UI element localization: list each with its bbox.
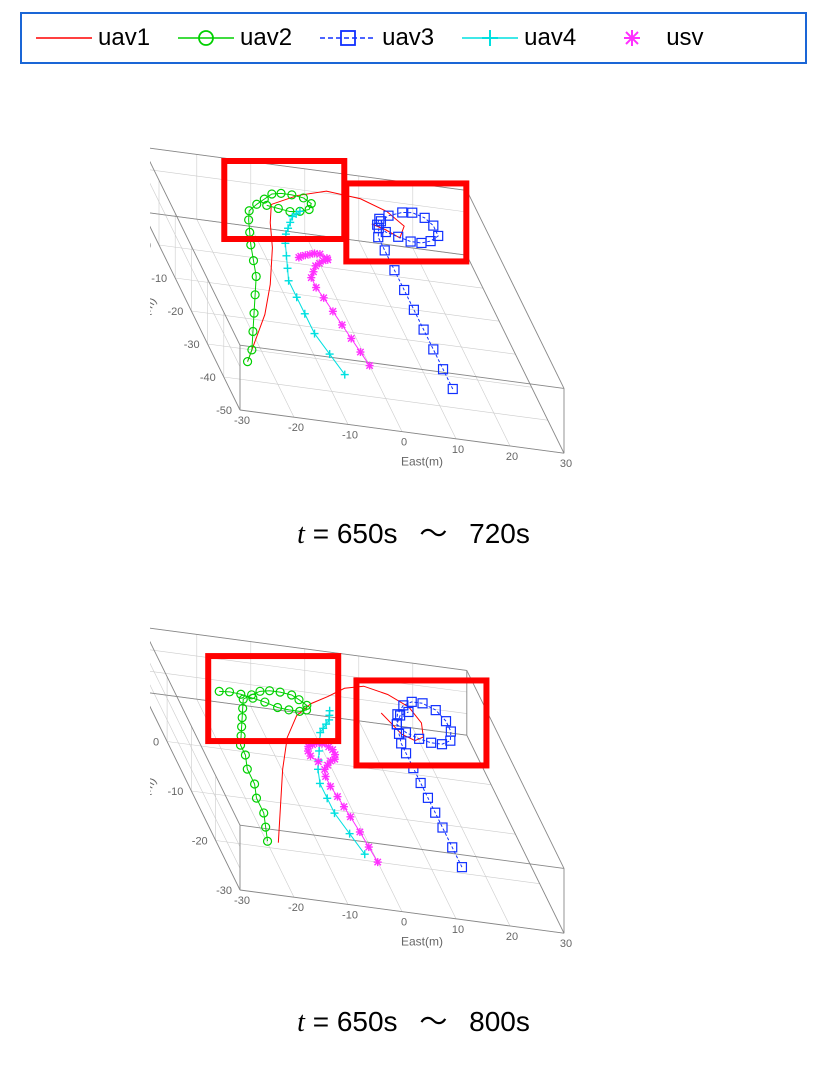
svg-text:0: 0: [150, 240, 151, 252]
legend-label-uav1: uav1: [98, 24, 150, 52]
highlight-box-0: [208, 656, 338, 741]
legend-marker-uav3: [320, 24, 376, 52]
svg-text:East(m): East(m): [401, 935, 443, 949]
svg-text:-40: -40: [200, 372, 216, 384]
caption-1-tilde: ～: [419, 512, 447, 552]
legend-item-uav2: uav2: [178, 24, 292, 52]
svg-text:0: 0: [401, 437, 407, 449]
caption-2-start: = 650s: [305, 1006, 405, 1037]
caption-1-start: = 650s: [305, 518, 405, 549]
caption-2-tilde: ～: [419, 1000, 447, 1040]
legend-marker-uav4: [462, 24, 518, 52]
svg-text:20: 20: [506, 931, 518, 943]
legend-marker-usv: [604, 24, 660, 52]
caption-2-var: t: [297, 1007, 305, 1038]
legend-item-uav1: uav1: [36, 24, 150, 52]
svg-text:0: 0: [401, 917, 407, 929]
caption-1-var: t: [297, 519, 305, 550]
series-line-uav2: [219, 691, 307, 842]
caption-1-end: 720s: [461, 518, 530, 549]
legend-item-usv: usv: [604, 24, 703, 52]
series-line-uav4: [285, 211, 344, 374]
plot2-svg: -30-20-100102030-30-20-10010051015East(m…: [150, 600, 690, 960]
svg-text:-20: -20: [167, 306, 183, 318]
svg-text:30: 30: [560, 938, 572, 950]
svg-text:-50: -50: [216, 405, 232, 417]
plot-1: -30-20-100102030-50-40-30-20-1001081015E…: [150, 120, 690, 480]
svg-text:-10: -10: [342, 429, 358, 441]
svg-text:10: 10: [452, 924, 464, 936]
svg-text:-20: -20: [288, 422, 304, 434]
legend-label-uav2: uav2: [240, 24, 292, 52]
svg-text:-20: -20: [192, 836, 208, 848]
svg-text:10: 10: [452, 444, 464, 456]
svg-text:-30: -30: [184, 339, 200, 351]
svg-text:20: 20: [506, 451, 518, 463]
svg-text:30: 30: [560, 458, 572, 470]
legend-item-uav4: uav4: [462, 24, 576, 52]
svg-text:-30: -30: [234, 415, 250, 427]
svg-text:-10: -10: [167, 786, 183, 798]
plot-2: -30-20-100102030-30-20-10010051015East(m…: [150, 600, 690, 960]
legend-label-usv: usv: [666, 24, 703, 52]
caption-2-end: 800s: [461, 1006, 530, 1037]
legend-marker-uav2: [178, 24, 234, 52]
svg-text:-30: -30: [216, 885, 232, 897]
svg-text:-10: -10: [342, 909, 358, 921]
highlight-box-1: [346, 183, 466, 261]
legend-label-uav4: uav4: [524, 24, 576, 52]
legend-label-uav3: uav3: [382, 24, 434, 52]
svg-text:-10: -10: [151, 273, 167, 285]
svg-text:-30: -30: [234, 895, 250, 907]
legend-marker-uav1: [36, 24, 92, 52]
page: uav1 uav2 uav3 uav4 usv -30 -20 -10 0 10 20 30 -5…: [0, 0, 827, 1065]
caption-2: t = 650s ～ 800s: [0, 1000, 827, 1040]
legend-box: uav1 uav2 uav3 uav4 usv: [20, 12, 807, 64]
svg-text:North(m): North(m): [150, 295, 159, 343]
svg-text:North(m): North(m): [150, 775, 159, 823]
legend-item-uav3: uav3: [320, 24, 434, 52]
svg-text:East(m): East(m): [401, 455, 443, 469]
svg-text:-20: -20: [288, 902, 304, 914]
plot1-svg: -30-20-100102030-50-40-30-20-1001081015E…: [150, 120, 690, 480]
svg-text:0: 0: [153, 737, 159, 749]
caption-1: t = 650s ～ 720s: [0, 512, 827, 552]
